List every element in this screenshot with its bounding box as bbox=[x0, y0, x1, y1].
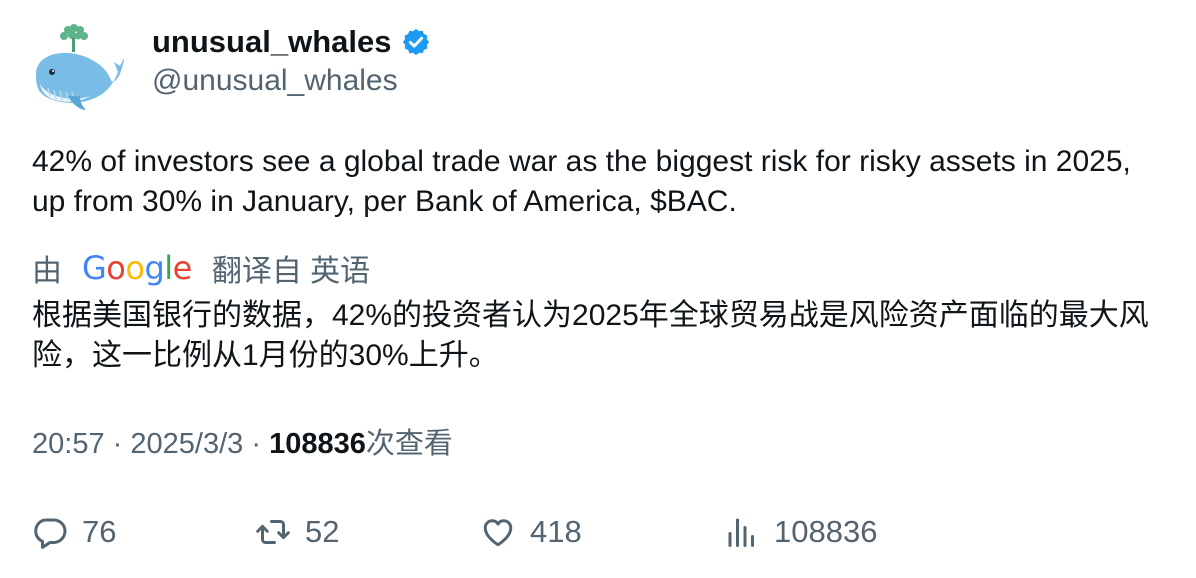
author-display-name[interactable]: unusual_whales bbox=[152, 24, 392, 59]
reply-icon bbox=[34, 518, 67, 549]
heart-icon bbox=[483, 519, 513, 547]
author-display-name-row[interactable]: unusual_whales bbox=[152, 22, 431, 62]
translation-suffix: 翻译自 英语 bbox=[211, 255, 371, 288]
meta-separator: · bbox=[112, 428, 123, 460]
author-handle[interactable]: @unusual_whales bbox=[152, 64, 398, 97]
translated-tweet-text: 根据美国银行的数据，42%的投资者认为2025年全球贸易战是风险资产面临的最大风… bbox=[32, 299, 1149, 372]
meta-separator: · bbox=[251, 428, 261, 460]
tweet-actions: 76 52 418 108836 bbox=[0, 508, 1196, 556]
tweet-text: 42% of investors see a global trade war … bbox=[32, 145, 1131, 218]
retweet-count: 52 bbox=[305, 514, 340, 549]
translation-prefix: 由 bbox=[32, 255, 62, 288]
reply-button[interactable]: 76 bbox=[32, 508, 116, 556]
views-chart-icon bbox=[728, 518, 754, 547]
views-count: 108836 bbox=[269, 428, 366, 460]
reply-count: 76 bbox=[82, 514, 117, 549]
like-count: 418 bbox=[530, 514, 582, 549]
retweet-button[interactable]: 52 bbox=[255, 508, 339, 556]
views-action-count: 108836 bbox=[774, 514, 878, 549]
translation-attribution[interactable]: 由 Google 翻译自 英语 bbox=[32, 248, 370, 288]
views-button[interactable]: 108836 bbox=[724, 508, 877, 556]
tweet-date[interactable]: 2025/3/3 bbox=[130, 428, 244, 460]
whale-logo-icon[interactable] bbox=[28, 22, 128, 122]
google-logo-icon: Google bbox=[82, 249, 192, 287]
like-button[interactable]: 418 bbox=[480, 508, 582, 556]
views-label: 次查看 bbox=[365, 428, 453, 460]
tweet-meta: 20:57 · 2025/3/3 · 108836次查看 bbox=[32, 424, 453, 464]
avatar-whale-graphic bbox=[36, 24, 124, 110]
tweet-time[interactable]: 20:57 bbox=[32, 428, 105, 460]
verified-badge-icon bbox=[403, 28, 430, 56]
retweet-icon bbox=[256, 520, 290, 544]
